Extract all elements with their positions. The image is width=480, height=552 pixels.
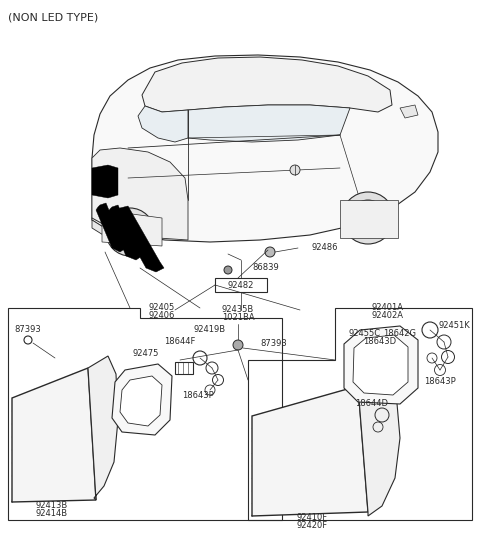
Text: 92405: 92405 [149, 304, 175, 312]
Text: (NON LED TYPE): (NON LED TYPE) [8, 12, 98, 22]
Text: 92413B: 92413B [36, 502, 68, 511]
Circle shape [233, 340, 243, 350]
Polygon shape [358, 372, 400, 516]
Polygon shape [92, 220, 128, 242]
Circle shape [342, 192, 394, 244]
Text: 18644F: 18644F [164, 337, 196, 347]
Text: 92482: 92482 [228, 280, 254, 289]
Polygon shape [92, 165, 118, 198]
Polygon shape [116, 206, 164, 272]
Text: 87393: 87393 [260, 339, 287, 348]
Polygon shape [138, 106, 188, 142]
Text: 92402A: 92402A [372, 311, 404, 321]
Text: 92420F: 92420F [297, 522, 327, 530]
Polygon shape [12, 368, 96, 502]
Circle shape [350, 200, 386, 236]
Circle shape [362, 212, 374, 224]
Text: 92401A: 92401A [372, 304, 404, 312]
Polygon shape [400, 105, 418, 118]
Text: 18643D: 18643D [363, 337, 396, 347]
Polygon shape [188, 105, 350, 142]
Polygon shape [102, 210, 162, 246]
Polygon shape [96, 203, 126, 252]
Polygon shape [142, 57, 392, 112]
Circle shape [224, 266, 232, 274]
Text: 92435B: 92435B [222, 305, 254, 315]
Polygon shape [340, 200, 398, 238]
Polygon shape [92, 148, 188, 240]
Circle shape [290, 165, 300, 175]
Bar [175, 362, 193, 374]
Polygon shape [344, 326, 418, 404]
Text: 92486: 92486 [312, 243, 338, 252]
Text: 92419B: 92419B [194, 326, 226, 335]
Polygon shape [112, 364, 172, 435]
Polygon shape [120, 376, 162, 426]
Circle shape [124, 226, 136, 238]
Text: 92475: 92475 [133, 349, 159, 358]
Text: 18643P: 18643P [424, 378, 456, 386]
Text: 18642G: 18642G [384, 330, 417, 338]
Circle shape [113, 215, 147, 249]
Text: 18643P: 18643P [182, 391, 214, 401]
Polygon shape [108, 205, 142, 260]
Text: 92406: 92406 [149, 311, 175, 321]
Text: 92410F: 92410F [297, 513, 327, 523]
Text: 1021BA: 1021BA [222, 314, 254, 322]
Text: 92451K: 92451K [438, 321, 470, 331]
Polygon shape [252, 386, 368, 516]
Text: 92455C: 92455C [349, 330, 381, 338]
Circle shape [106, 208, 154, 256]
Circle shape [265, 247, 275, 257]
Polygon shape [88, 356, 118, 500]
Text: 18644D: 18644D [356, 400, 388, 408]
Text: 92414B: 92414B [36, 509, 68, 518]
Text: 87393: 87393 [14, 326, 41, 335]
Bar [215, 278, 267, 292]
Text: 86839: 86839 [252, 263, 279, 273]
Polygon shape [353, 335, 408, 395]
Polygon shape [92, 55, 438, 242]
